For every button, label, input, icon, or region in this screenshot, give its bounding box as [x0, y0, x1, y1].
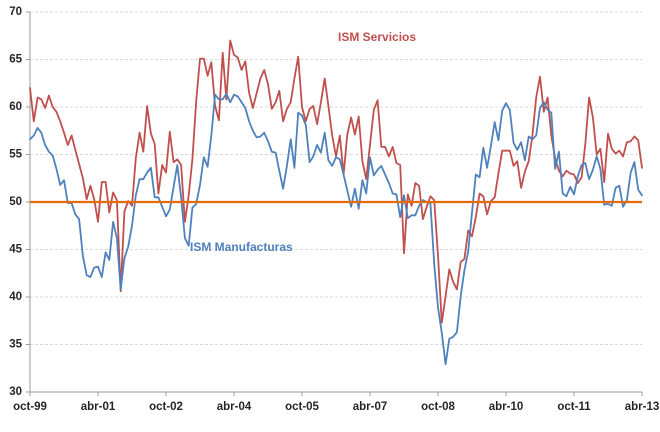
svg-text:oct-05: oct-05 — [285, 401, 319, 413]
svg-text:abr-10: abr-10 — [489, 401, 524, 413]
svg-text:70: 70 — [9, 6, 22, 18]
series-label-manufacturas: ISM Manufacturas — [190, 240, 293, 254]
x-axis-labels: oct-99 abr-01 oct-02 abr-04 oct-05 abr-07 oct-… — [13, 401, 659, 413]
svg-text:30: 30 — [9, 386, 22, 398]
servicios-line — [29, 39, 643, 324]
axes — [26, 11, 643, 396]
svg-text:oct-11: oct-11 — [557, 401, 591, 413]
svg-text:55: 55 — [9, 149, 22, 161]
series-label-servicios: ISM Servicios — [338, 30, 417, 44]
svg-text:abr-04: abr-04 — [217, 401, 252, 413]
manufacturas-line — [29, 92, 643, 366]
gridlines — [30, 11, 642, 345]
svg-text:abr-07: abr-07 — [353, 401, 388, 413]
svg-text:abr-13: abr-13 — [625, 401, 660, 413]
svg-text:60: 60 — [9, 101, 22, 113]
svg-text:50: 50 — [9, 196, 22, 208]
svg-text:oct-99: oct-99 — [13, 401, 47, 413]
svg-text:oct-08: oct-08 — [421, 401, 455, 413]
svg-text:40: 40 — [9, 291, 22, 303]
svg-text:45: 45 — [9, 244, 22, 256]
svg-text:oct-02: oct-02 — [149, 401, 183, 413]
svg-text:abr-01: abr-01 — [81, 401, 116, 413]
svg-text:35: 35 — [9, 339, 22, 351]
svg-text:65: 65 — [9, 54, 22, 66]
y-axis-labels: 30 35 40 45 50 55 60 65 70 — [9, 6, 22, 398]
